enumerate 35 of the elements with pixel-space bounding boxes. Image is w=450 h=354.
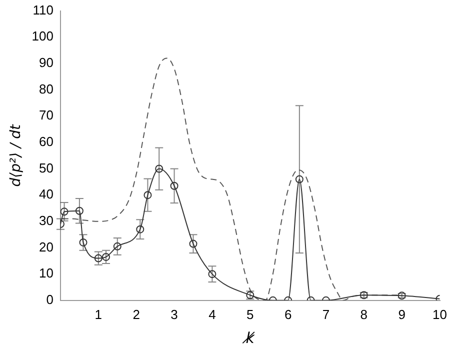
point	[170, 182, 178, 190]
x-tick-label: 6	[284, 306, 292, 322]
x-tick-label: 8	[360, 306, 368, 322]
y-tick-label: 30	[39, 212, 54, 228]
x-tick-label: 10	[432, 306, 448, 322]
y-tick-label: 80	[39, 81, 54, 96]
x-tick-label: 9	[398, 306, 406, 322]
point	[60, 208, 68, 216]
point	[295, 175, 304, 184]
y-tick-label: 90	[39, 55, 54, 70]
y-tick-label: 40	[39, 186, 54, 202]
point	[155, 164, 164, 173]
y-tick-label: 20	[39, 239, 54, 254]
point	[113, 242, 122, 250]
x-tick-label: 5	[246, 306, 254, 322]
y-tick-label: 60	[39, 134, 54, 150]
x-axis-title: k̸	[241, 328, 256, 347]
y-tick-label: 110	[32, 2, 54, 18]
y-tick-label: 10	[39, 266, 54, 281]
y-tick-label: 70	[39, 108, 54, 123]
x-tick-label: 2	[132, 306, 140, 322]
point	[144, 191, 152, 200]
x-tick-label: 4	[208, 306, 216, 322]
point	[208, 270, 216, 278]
point	[189, 240, 198, 248]
y-tick-label: 100	[32, 28, 54, 44]
x-tick-label: 1	[94, 306, 102, 322]
point	[79, 238, 88, 246]
point	[136, 225, 144, 234]
x-tick-label: 7	[322, 306, 330, 322]
y-tick-label: 0	[46, 292, 54, 307]
point	[75, 206, 84, 215]
y-axis-title: d⟨p²⟩ / dt	[8, 124, 24, 187]
x-tick-label: 3	[170, 306, 178, 322]
y-tick-label: 50	[39, 160, 54, 176]
